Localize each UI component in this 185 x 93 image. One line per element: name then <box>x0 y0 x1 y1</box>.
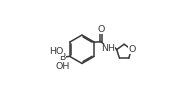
Text: O: O <box>97 25 105 34</box>
Text: HO: HO <box>49 46 64 56</box>
Text: B: B <box>60 53 66 62</box>
Text: OH: OH <box>56 62 70 71</box>
Text: NH: NH <box>101 44 115 53</box>
Text: O: O <box>129 45 136 54</box>
